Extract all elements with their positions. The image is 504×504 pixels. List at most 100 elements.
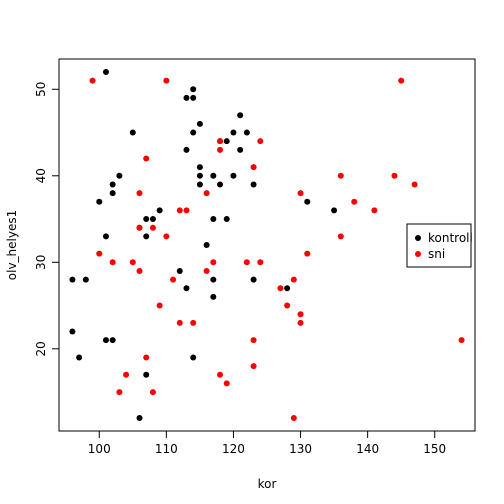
data-point-sni <box>136 224 143 231</box>
data-point-kontroll <box>250 276 257 283</box>
data-point-sni <box>89 77 96 84</box>
data-point-kontroll <box>331 207 338 214</box>
data-point-sni <box>458 337 465 344</box>
data-point-sni <box>217 146 224 153</box>
data-point-kontroll <box>109 190 116 197</box>
data-point-kontroll <box>183 285 190 292</box>
data-point-sni <box>116 389 123 396</box>
data-point-kontroll <box>284 285 291 292</box>
data-point-kontroll <box>190 86 197 93</box>
data-point-sni <box>304 250 311 257</box>
data-point-sni <box>217 371 224 378</box>
x-tick-label: 140 <box>356 442 379 456</box>
data-point-sni <box>176 207 183 214</box>
data-point-sni <box>176 319 183 326</box>
data-point-sni <box>257 138 264 145</box>
data-point-kontroll <box>143 371 150 378</box>
data-point-sni <box>96 250 103 257</box>
data-point-sni <box>337 233 344 240</box>
y-tick-label: 40 <box>34 168 48 183</box>
data-point-kontroll <box>210 216 217 223</box>
data-point-sni <box>143 155 150 162</box>
data-point-sni <box>257 259 264 266</box>
data-point-kontroll <box>183 94 190 101</box>
data-point-kontroll <box>196 120 203 127</box>
data-point-sni <box>337 172 344 179</box>
x-tick-label: 110 <box>155 442 178 456</box>
data-point-kontroll <box>190 94 197 101</box>
data-point-sni <box>163 233 170 240</box>
data-point-kontroll <box>116 172 123 179</box>
data-point-kontroll <box>176 267 183 274</box>
legend-label-sni: sni <box>428 247 445 261</box>
data-point-kontroll <box>223 216 230 223</box>
data-point-kontroll <box>210 172 217 179</box>
points-layer <box>69 68 465 422</box>
data-point-sni <box>297 311 304 318</box>
data-point-kontroll <box>102 233 109 240</box>
data-point-kontroll <box>183 146 190 153</box>
x-axis-label: kor <box>258 477 277 491</box>
data-point-kontroll <box>143 216 150 223</box>
axes-layer: 100 110 120 130 140 150 20 30 40 50 <box>34 82 446 456</box>
data-point-sni <box>129 259 136 266</box>
data-point-sni <box>136 267 143 274</box>
data-point-kontroll <box>217 181 224 188</box>
data-point-sni <box>203 267 210 274</box>
y-tick-label: 20 <box>34 341 48 356</box>
data-point-kontroll <box>190 354 197 361</box>
data-point-sni <box>163 77 170 84</box>
data-point-sni <box>217 138 224 145</box>
data-point-kontroll <box>196 181 203 188</box>
data-point-sni <box>284 302 291 309</box>
legend-label-kontroll: kontroll <box>428 231 473 245</box>
data-point-kontroll <box>237 146 244 153</box>
data-point-kontroll <box>230 129 237 136</box>
data-point-kontroll <box>210 293 217 300</box>
data-point-kontroll <box>304 198 311 205</box>
data-point-kontroll <box>250 181 257 188</box>
legend: kontroll sni <box>406 223 473 268</box>
x-tick-label: 100 <box>88 442 111 456</box>
legend-marker-kontroll <box>415 235 421 241</box>
data-point-sni <box>290 276 297 283</box>
data-point-sni <box>183 207 190 214</box>
data-point-sni <box>136 190 143 197</box>
data-point-sni <box>223 380 230 387</box>
legend-marker-sni <box>415 251 421 257</box>
data-point-sni <box>277 285 284 292</box>
data-point-sni <box>123 371 130 378</box>
data-point-sni <box>203 190 210 197</box>
data-point-sni <box>109 259 116 266</box>
data-point-sni <box>170 276 177 283</box>
x-tick-label: 120 <box>222 442 245 456</box>
data-point-kontroll <box>149 216 156 223</box>
data-point-kontroll <box>129 129 136 136</box>
data-point-kontroll <box>190 129 197 136</box>
data-point-sni <box>391 172 398 179</box>
data-point-kontroll <box>69 328 76 335</box>
data-point-kontroll <box>96 198 103 205</box>
x-tick-label: 130 <box>289 442 312 456</box>
data-point-kontroll <box>196 164 203 171</box>
data-point-sni <box>149 389 156 396</box>
data-point-sni <box>290 415 297 422</box>
data-point-sni <box>143 354 150 361</box>
data-point-sni <box>149 224 156 231</box>
data-point-kontroll <box>76 354 83 361</box>
data-point-sni <box>250 363 257 370</box>
data-point-sni <box>297 190 304 197</box>
data-point-kontroll <box>109 181 116 188</box>
data-point-kontroll <box>109 337 116 344</box>
y-tick-label: 50 <box>34 82 48 97</box>
data-point-kontroll <box>196 172 203 179</box>
data-point-sni <box>210 259 217 266</box>
data-point-kontroll <box>243 129 250 136</box>
data-point-sni <box>243 259 250 266</box>
data-point-kontroll <box>102 337 109 344</box>
data-point-sni <box>371 207 378 214</box>
data-point-kontroll <box>237 112 244 119</box>
data-point-sni <box>250 164 257 171</box>
